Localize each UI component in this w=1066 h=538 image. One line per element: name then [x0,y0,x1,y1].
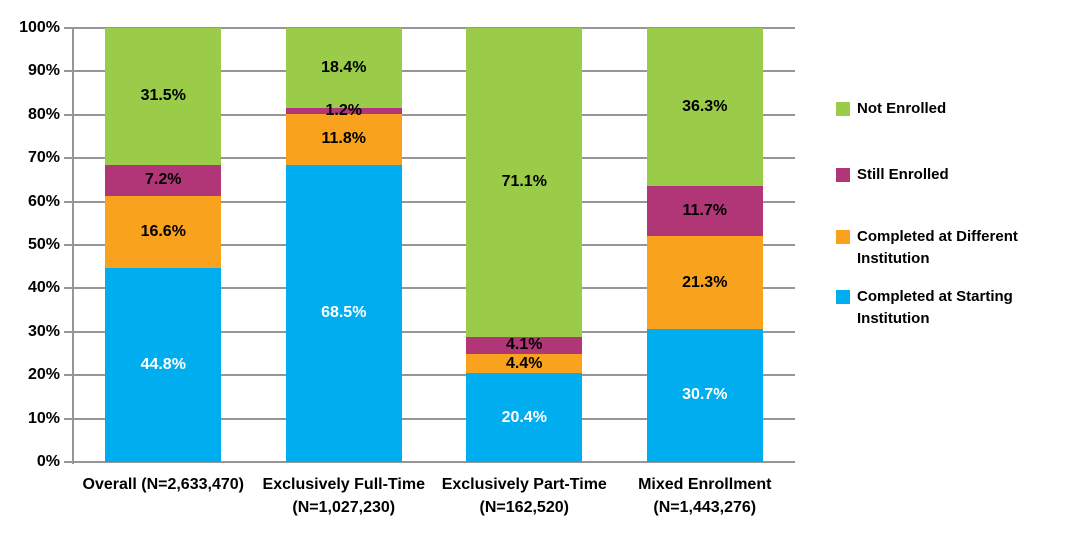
gridline [73,113,795,116]
bar-segment: 11.8% [285,113,402,165]
bar-3: 20.4% 4.4% 4.1% 71.1% [466,28,583,462]
bar-segment-label: 71.1% [501,173,547,191]
y-axis-tick-label: 100% [19,19,60,36]
legend-item: Not Enrolled [836,98,1050,120]
x-axis-category-label-line: Exclusively Part-Time [441,476,607,493]
bar-segment-label: 11.7% [682,201,727,219]
bar-segment: 21.3% [646,236,763,329]
x-axis-category-label-line: Exclusively Full-Time [262,476,425,493]
bar-segment-label: 4.1% [506,336,543,354]
y-axis-tick [64,244,73,246]
bar-segment: 16.6% [105,195,222,268]
x-axis-category-labels: Overall (N=2,633,470) Exclusively Full-Ti… [73,473,795,519]
y-axis-tick-labels: 0% 10% 20% 30% 40% 50% 60% 70% 80% 90% 100% [0,19,60,470]
y-axis-tick-label: 80% [27,105,60,123]
y-axis-tick-label: 60% [27,192,60,210]
bar-segment: 36.3% [646,28,763,186]
bar-1: 44.8% 16.6% 7.2% 31.5% [105,28,222,462]
y-axis-tick [64,374,73,377]
legend-item: Completed at Starting Institution [836,286,1050,330]
legend-item: Completed at Different Institution [836,226,1050,270]
y-axis-tick [64,417,73,420]
bar-segment: 18.4% [285,28,402,109]
gridline [73,287,795,290]
y-axis-tick-label: 30% [27,322,60,340]
bar-segment: 30.7% [646,328,763,462]
y-axis-tick [64,113,73,116]
bar-segment: 20.4% [466,373,583,462]
x-axis-category-label-line: (N=1,027,230) [292,499,396,516]
bar-segment: 31.5% [105,28,222,165]
gridline [73,27,795,29]
y-axis-tick-label: 0% [36,453,60,470]
gridline [73,374,795,377]
x-axis-category-label-line: Overall (N=2,633,470) [82,476,244,493]
x-axis-category-label-line: Mixed Enrollment [638,476,772,493]
x-axis-category-label: Exclusively Part-Time (N=162,520) [434,473,615,519]
y-axis-tick-label: 10% [27,409,60,427]
bar-segment-label: 31.5% [140,87,186,105]
bar-segment: 11.7% [646,185,763,237]
x-axis-category-label: Overall (N=2,633,470) [73,473,254,519]
gridline [73,200,795,203]
legend-label: Completed at Starting Institution [857,288,1013,327]
bar-segment-label: 7.2% [145,171,182,189]
y-axis-tick-label: 20% [27,366,60,384]
bar-segment-label: 20.4% [501,408,547,426]
legend-item: Still Enrolled [836,164,1050,186]
plot-area: 44.8% 16.6% 7.2% 31.5% 68.5% 11.8% 1.2% 18.4% 20… [73,27,795,463]
bar-segment-label: 36.3% [682,97,728,115]
legend-label: Not Enrolled [857,100,947,117]
x-axis-category-label-line: (N=1,443,276) [653,499,757,516]
legend-label: Still Enrolled [857,166,949,183]
y-axis-tick [64,27,73,29]
y-axis-tick [64,330,73,333]
legend-swatch [836,168,850,182]
bar-segment: 1.2% [285,102,402,118]
gridline [73,70,795,73]
gridline [73,330,795,333]
bar-segment: 68.5% [285,164,402,462]
y-axis-tick [64,287,73,290]
x-axis-category-label-line: (N=162,520) [479,499,569,516]
bar-segment-label: 44.8% [140,355,186,373]
y-axis-line [72,28,74,464]
y-axis-tick-label: 70% [27,149,60,167]
x-axis-category-label: Mixed Enrollment (N=1,443,276) [615,473,796,519]
bar-segment: 44.8% [105,267,222,462]
bars-row: 44.8% 16.6% 7.2% 31.5% 68.5% 11.8% 1.2% 18.4% 20… [73,28,795,462]
gridline [73,244,795,246]
y-axis-tick-label: 90% [27,62,60,80]
bar-2: 68.5% 11.8% 1.2% 18.4% [285,28,402,462]
bar-segment-label: 16.6% [140,222,186,240]
y-axis-tick-label: 50% [27,236,60,253]
y-axis-ticks [64,27,73,463]
bar-segment-label: 18.4% [321,59,367,77]
bar-segment: 7.2% [105,164,222,196]
bar-segment: 4.1% [466,336,583,355]
bar-segment-label: 21.3% [682,273,728,291]
legend-swatch [836,290,850,304]
legend-swatch [836,102,850,116]
gridline [73,157,795,160]
bar-segment-label: 68.5% [321,304,367,322]
bar-4: 30.7% 21.3% 11.7% 36.3% [646,28,763,462]
y-axis-tick [64,461,73,463]
x-axis-line [73,461,795,463]
y-axis-tick-label: 40% [27,279,60,297]
bar-segment-label: 30.7% [682,386,728,404]
legend: Not Enrolled Still Enrolled Completed at D… [836,98,1050,330]
bar-segment: 71.1% [466,28,583,337]
gridline [73,417,795,420]
bar-segment: 4.4% [466,354,583,374]
bar-segment-label: 4.4% [506,354,543,372]
bar-segment-label: 11.8% [321,130,366,148]
y-axis-tick [64,70,73,73]
x-axis-category-label: Exclusively Full-Time (N=1,027,230) [254,473,435,519]
legend-swatch [836,230,850,244]
y-axis-tick [64,157,73,160]
y-axis-tick [64,200,73,203]
legend-label: Completed at Different Institution [857,228,1018,267]
